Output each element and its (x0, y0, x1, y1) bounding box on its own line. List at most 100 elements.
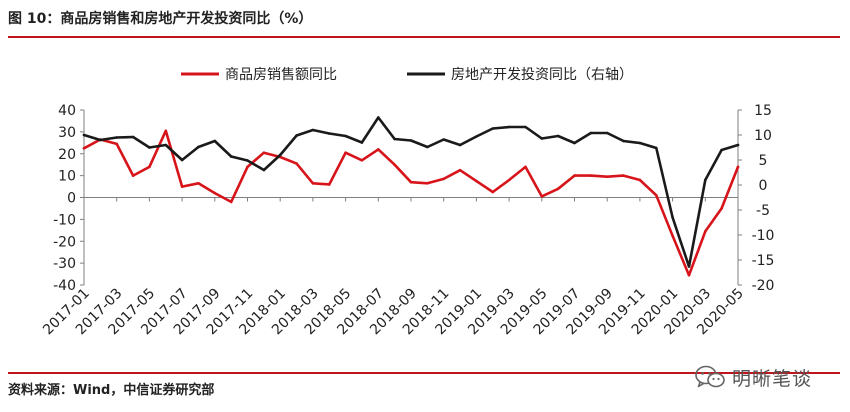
sales-yoy-point (197, 182, 200, 185)
sales-yoy-point (131, 174, 135, 177)
investment-yoy-point (311, 128, 315, 132)
investment-yoy-point (540, 137, 544, 140)
sales-yoy-point (491, 190, 495, 194)
investment-yoy-point (409, 139, 413, 142)
sales-yoy-point (360, 159, 364, 162)
sales-yoy-point (393, 163, 396, 166)
investment-yoy-point (213, 139, 217, 143)
sales-yoy-point (377, 148, 380, 151)
sales-yoy-point (344, 151, 347, 154)
investment-yoy-point (426, 145, 429, 149)
investment-yoy-point (164, 143, 168, 147)
sales-yoy-point (687, 273, 691, 277)
y-right-tick-label: -5 (756, 203, 770, 219)
investment-yoy-point (475, 135, 478, 138)
investment-yoy-point (687, 265, 691, 268)
sales-yoy-point (589, 174, 593, 177)
legend-label: 房地产开发投资同比（右轴） (451, 67, 633, 83)
y-left-tick-label: 30 (58, 125, 76, 141)
y-right-tick-label: 0 (759, 178, 768, 194)
sales-yoy-point (736, 165, 740, 169)
investment-yoy-point (131, 135, 135, 139)
sales-yoy-point (148, 165, 151, 169)
title-rule (8, 36, 840, 38)
sales-yoy-point (229, 200, 233, 204)
investment-yoy-point (197, 145, 200, 149)
sales-yoy-point (115, 142, 118, 146)
y-left-tick-label: 0 (67, 191, 76, 207)
investment-yoy-point (491, 127, 495, 130)
sales-yoy-point (164, 129, 168, 133)
sales-yoy-point (573, 174, 576, 177)
investment-yoy-point (180, 158, 184, 162)
y-left-tick-label: -30 (53, 256, 76, 272)
sales-yoy-point (655, 194, 658, 197)
investment-yoy-point (442, 138, 446, 141)
investment-yoy-point (671, 216, 674, 219)
investment-yoy-point (589, 131, 593, 135)
y-right-tick-label: -20 (752, 278, 775, 294)
sales-yoy-point (704, 230, 707, 233)
investment-yoy-point (246, 159, 249, 162)
investment-yoy-point (82, 133, 86, 137)
figure-title: 图 10：商品房销售和房地产开发投资同比（%） (8, 11, 313, 27)
y-right-tick-label: 5 (759, 153, 768, 169)
investment-yoy-point (99, 138, 102, 142)
investment-yoy-point (638, 141, 642, 145)
sales-yoy-line (82, 129, 740, 277)
y-right-tick-label: 10 (754, 128, 772, 144)
investment-yoy-point (262, 168, 266, 172)
y-left-tick-label: -40 (53, 278, 76, 294)
sales-yoy-point (442, 177, 446, 181)
y-left-tick-label: -20 (53, 234, 76, 250)
y-left-tick-label: 10 (58, 169, 76, 185)
y-right-tick-label: 15 (754, 103, 772, 119)
legend-item-investment: 房地产开发投资同比（右轴） (407, 67, 633, 83)
investment-yoy-point (458, 143, 462, 147)
investment-yoy-point (556, 134, 560, 138)
sales-yoy-point (311, 182, 315, 185)
sales-yoy-point (246, 165, 249, 169)
investment-yoy-point (328, 132, 331, 135)
investment-yoy-point (573, 141, 576, 145)
investment-yoy-point (344, 134, 347, 138)
sales-yoy-point (295, 162, 298, 165)
sales-yoy-point (556, 187, 560, 191)
wechat-icon (695, 365, 725, 388)
investment-yoy-point (655, 146, 658, 150)
sales-yoy-point (475, 179, 478, 183)
investment-yoy-point (736, 143, 740, 147)
investment-yoy-point (115, 136, 118, 139)
source-note: 资料来源：Wind，中信证券研究部 (8, 383, 215, 398)
y-left-tick-label: 20 (58, 147, 76, 163)
investment-yoy-point (295, 134, 298, 137)
sales-yoy-point (671, 234, 674, 238)
axes: 403020100-10-20-30-40151050-5-10-15-2020… (40, 103, 774, 338)
sales-yoy-point (540, 195, 544, 198)
sales-yoy-point (82, 147, 86, 150)
sales-yoy-point (605, 175, 609, 178)
sales-yoy-point (180, 185, 184, 188)
legend-label: 商品房销售额同比 (225, 67, 337, 83)
investment-yoy-point (524, 125, 527, 129)
investment-yoy-point (605, 131, 609, 135)
investment-yoy-point (393, 137, 396, 141)
investment-yoy-point (704, 178, 707, 182)
investment-yoy-point (360, 141, 364, 144)
investment-yoy-point (507, 125, 511, 129)
investment-yoy-point (148, 146, 151, 149)
source-rule (8, 372, 840, 374)
y-left-tick-label: 40 (58, 103, 76, 119)
sales-yoy-point (524, 165, 527, 169)
sales-yoy-point (507, 178, 511, 182)
watermark: 明晰笔谈 (694, 357, 812, 397)
sales-yoy-point (720, 207, 723, 210)
sales-yoy-point (622, 174, 625, 177)
series-layer (82, 116, 740, 277)
legend-item-sales: 商品房销售额同比 (181, 67, 337, 83)
sales-yoy-point (638, 178, 642, 182)
investment-yoy-point (622, 139, 625, 143)
watermark-text: 明晰笔谈 (732, 367, 813, 390)
investment-yoy-point (229, 155, 233, 158)
legend: 商品房销售额同比 房地产开发投资同比（右轴） (181, 67, 633, 83)
